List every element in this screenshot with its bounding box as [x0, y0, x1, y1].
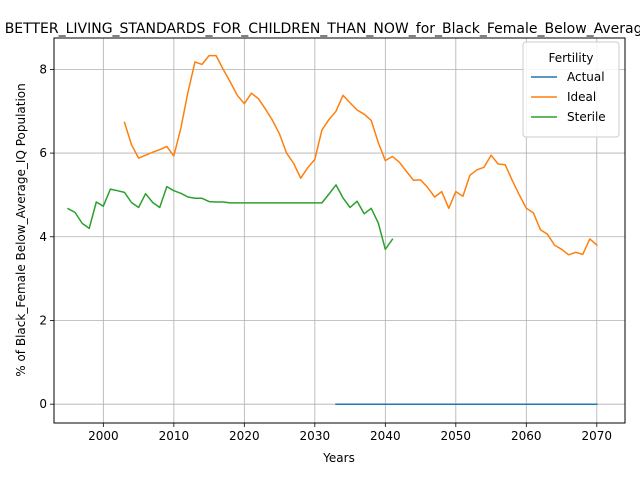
x-tick-label: 2040: [370, 429, 401, 443]
y-tick-label: 4: [39, 230, 47, 244]
chart-title: BETTER_LIVING_STANDARDS_FOR_CHILDREN_THA…: [5, 21, 640, 37]
x-tick-label: 2000: [88, 429, 119, 443]
y-axis-label: % of Black_Female Below_Average_IQ Popul…: [14, 83, 28, 377]
y-tick-label: 0: [39, 397, 47, 411]
x-tick-label: 2070: [582, 429, 613, 443]
y-tick-label: 8: [39, 62, 47, 76]
x-axis-label: Years: [322, 451, 355, 465]
x-tick-label: 2010: [159, 429, 190, 443]
y-tick-label: 6: [39, 146, 47, 160]
series-lines: [68, 56, 597, 405]
legend-label-ideal: Ideal: [567, 90, 596, 104]
x-tick-label: 2060: [511, 429, 542, 443]
x-tick-label: 2030: [300, 429, 331, 443]
legend-title: Fertility: [548, 51, 593, 65]
legend-label-actual: Actual: [567, 70, 605, 84]
legend: Fertility Actual Ideal Sterile: [523, 42, 619, 137]
x-tick-label: 2050: [441, 429, 472, 443]
y-tick-label: 2: [39, 313, 47, 327]
x-tick-label: 2020: [229, 429, 260, 443]
legend-label-sterile: Sterile: [567, 110, 606, 124]
x-axis-ticks: 2000 2010 2020 2030 2040 2050 2060 2070: [88, 423, 612, 443]
series-line-sterile: [68, 185, 392, 249]
y-axis-ticks: 0 2 4 6 8: [39, 62, 54, 411]
